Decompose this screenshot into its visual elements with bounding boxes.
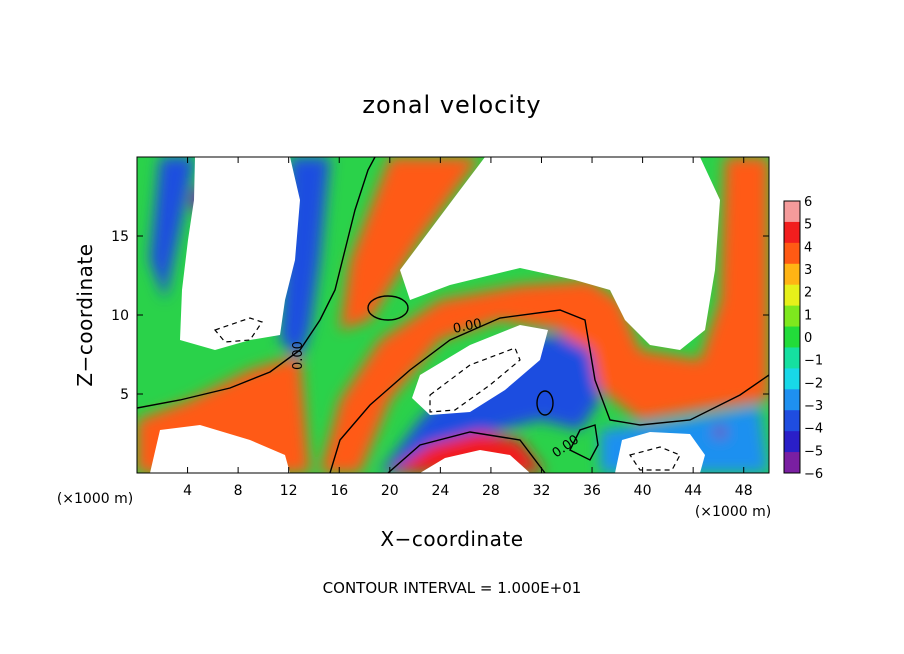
x-tick-label: 8 [234,483,243,499]
y-axis-label: Z−coordinate [73,243,97,386]
colorbar-tick-label: 0 [804,331,812,346]
x-tick-label: 40 [634,483,652,499]
colorbar-tick-label: 4 [804,240,812,255]
y-unit-label: (×1000 m) [695,504,771,520]
zero-contour-arc [329,309,769,473]
x-unit-label: (×1000 m) [57,491,133,507]
colorbar-frame [783,200,801,474]
colorbar-swatch [784,284,800,307]
colorbar-swatch [784,221,800,244]
contour-label-b: 0.00 [452,316,483,337]
y-tick-label: 5 [120,387,129,403]
colorbar-tick-label: −5 [804,444,823,459]
dashed-contours [213,317,681,471]
colorbar-tick-label: −1 [804,354,823,369]
colorbar: 6 5 4 3 2 1 0 −1 −2 −3 −4 −5 −6 [783,195,823,482]
x-axis-ticks: 4 8 12 16 20 24 28 32 36 40 44 48 [183,157,753,499]
colorbar-swatch [784,201,800,223]
white-region-topright [400,157,720,350]
dashed-contour-b [429,347,521,413]
x-tick-label: 24 [431,483,449,499]
closed-contour-c [536,390,554,416]
x-tick-label: 44 [684,483,702,499]
white-region-bottom-center [420,450,530,473]
heatmap-field: 0.00 0.00 0.00 [137,157,769,473]
colorbar-tick-label: −4 [804,422,823,437]
colorbar-swatch [784,368,800,390]
white-region-bottom-left [150,425,290,473]
colorbar-swatch [784,389,800,411]
colorbar-tick-label: 2 [804,286,812,301]
zero-contour-main [137,157,376,409]
x-tick-label: 28 [482,483,500,499]
colorbar-swatch [784,242,800,265]
colorbar-tick-label: 3 [804,263,812,278]
field-blue-arc [380,335,600,473]
closed-contour-a [367,295,409,321]
field-blue-topleft [150,157,195,300]
colorbar-tick-label: −2 [804,376,823,391]
field-warm-diagonal [340,157,480,330]
colorbar-swatch [784,305,800,328]
colorbar-tick-label: −3 [804,399,823,414]
colorbar-swatch [784,452,800,474]
colorbar-swatch [784,410,800,432]
x-tick-label: 4 [183,483,192,499]
white-region-center [412,325,548,415]
contour-label-a: 0.00 [291,341,306,370]
colorbar-swatch [784,263,800,286]
colorbar-swatch [784,326,800,348]
y-axis-ticks: 5 10 15 [111,229,769,403]
colorbar-tick-label: 6 [804,195,812,210]
x-tick-label: 36 [583,483,601,499]
y-tick-label: 15 [111,229,129,245]
chart-title: zonal velocity [362,91,541,119]
colorbar-swatch [784,431,800,453]
x-tick-label: 20 [381,483,399,499]
zero-contour-inner [387,431,546,473]
dashed-contour-a [213,317,263,343]
x-tick-label: 12 [280,483,298,499]
x-tick-label: 16 [330,483,348,499]
closed-contour-b [569,424,599,461]
contour-lines [137,157,769,473]
x-tick-label: 32 [533,483,551,499]
field-warm-band [320,157,769,473]
x-tick-label: 48 [735,483,753,499]
white-region-topleft [180,157,300,350]
colorbar-tick-label: 5 [804,218,812,233]
y-tick-label: 10 [111,308,129,324]
x-axis-label: X−coordinate [380,527,523,551]
white-region-bottom-right [615,432,705,473]
colorbar-tick-label: 1 [804,308,812,323]
colorbar-swatch [784,347,800,369]
contour-interval-note: CONTOUR INTERVAL = 1.000E+01 [323,579,582,597]
colorbar-tick-label: −6 [804,467,823,482]
